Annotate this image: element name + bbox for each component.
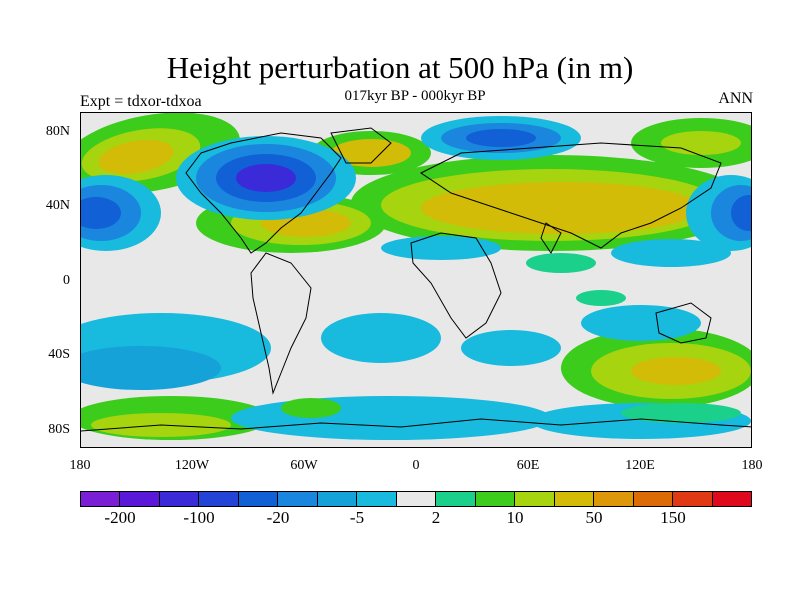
contour-region	[81, 346, 221, 390]
contour-region	[461, 330, 561, 366]
colorbar	[80, 491, 752, 507]
contour-region	[581, 305, 701, 341]
plot-title: Height perturbation at 500 hPa (in m)	[166, 50, 634, 85]
lon-label-120w: 120W	[174, 458, 210, 473]
colorbar-label: 10	[506, 508, 524, 527]
colorbar-swatch	[594, 492, 634, 506]
colorbar-label: 150	[660, 508, 686, 527]
lon-label-120e: 120E	[625, 458, 655, 473]
contour-region	[611, 239, 731, 267]
colorbar-swatch	[475, 492, 516, 506]
colorbar-swatch	[238, 492, 279, 506]
colorbar-swatch	[633, 492, 674, 506]
contour-region	[321, 313, 441, 363]
colorbar-swatch	[317, 492, 358, 506]
coastline	[81, 418, 751, 432]
colorbar-swatch	[120, 492, 160, 506]
coastline	[420, 142, 722, 249]
lat-label-40s: 40S	[48, 347, 70, 362]
contour-region	[381, 236, 501, 260]
colorbar-swatch	[396, 492, 437, 506]
colorbar-swatch	[554, 492, 595, 506]
colorbar-label: -5	[349, 508, 365, 527]
contour-fill-layer	[81, 113, 751, 440]
lon-label-0: 0	[412, 458, 420, 473]
coastline	[410, 232, 502, 339]
contour-region	[331, 139, 411, 167]
contour-map	[81, 113, 751, 447]
contour-region	[466, 129, 536, 147]
colorbar-label: 2	[431, 508, 441, 527]
coastline	[185, 132, 342, 254]
contour-region	[731, 195, 751, 231]
colorbar-swatch	[278, 492, 318, 506]
colorbar-swatch	[159, 492, 200, 506]
colorbar-label: -20	[266, 508, 290, 527]
coastline	[540, 222, 562, 254]
coastline-layer	[81, 127, 751, 432]
contour-region	[281, 398, 341, 418]
colorbar-swatch	[199, 492, 239, 506]
contour-region	[81, 197, 121, 229]
coastline	[655, 302, 712, 344]
contour-region	[231, 396, 551, 440]
contour-region	[421, 182, 701, 234]
experiment-label: Expt = tdxor-tdxoa	[80, 93, 202, 110]
colorbar-swatch	[436, 492, 476, 506]
coastline	[330, 127, 392, 164]
coastline	[250, 252, 312, 395]
lon-label-180e: 180	[741, 458, 763, 473]
colorbar-swatch	[357, 492, 397, 506]
lat-label-40n: 40N	[45, 198, 70, 213]
colorbar-swatch	[712, 492, 751, 506]
contour-region	[236, 164, 296, 192]
colorbar-swatch	[673, 492, 713, 506]
lat-label-80s: 80S	[48, 422, 70, 437]
plot-subtitle: 017kyr BP - 000kyr BP	[344, 88, 486, 104]
lat-label-0: 0	[63, 273, 70, 288]
contour-region	[631, 357, 721, 385]
season-label: ANN	[718, 90, 753, 107]
lon-label-180w: 180	[69, 458, 91, 473]
contour-region	[98, 139, 174, 175]
colorbar-label: -200	[104, 508, 136, 527]
colorbar-label: -100	[183, 508, 215, 527]
lon-label-60e: 60E	[516, 458, 540, 473]
colorbar-swatch	[81, 492, 121, 506]
contour-region	[526, 253, 596, 273]
contour-region	[621, 403, 741, 423]
map-panel	[80, 112, 752, 448]
colorbar-label: 50	[585, 508, 603, 527]
lon-label-60w: 60W	[290, 458, 318, 473]
contour-region	[661, 131, 741, 155]
contour-region	[576, 290, 626, 306]
lat-label-80n: 80N	[45, 124, 70, 139]
colorbar-swatch	[515, 492, 555, 506]
